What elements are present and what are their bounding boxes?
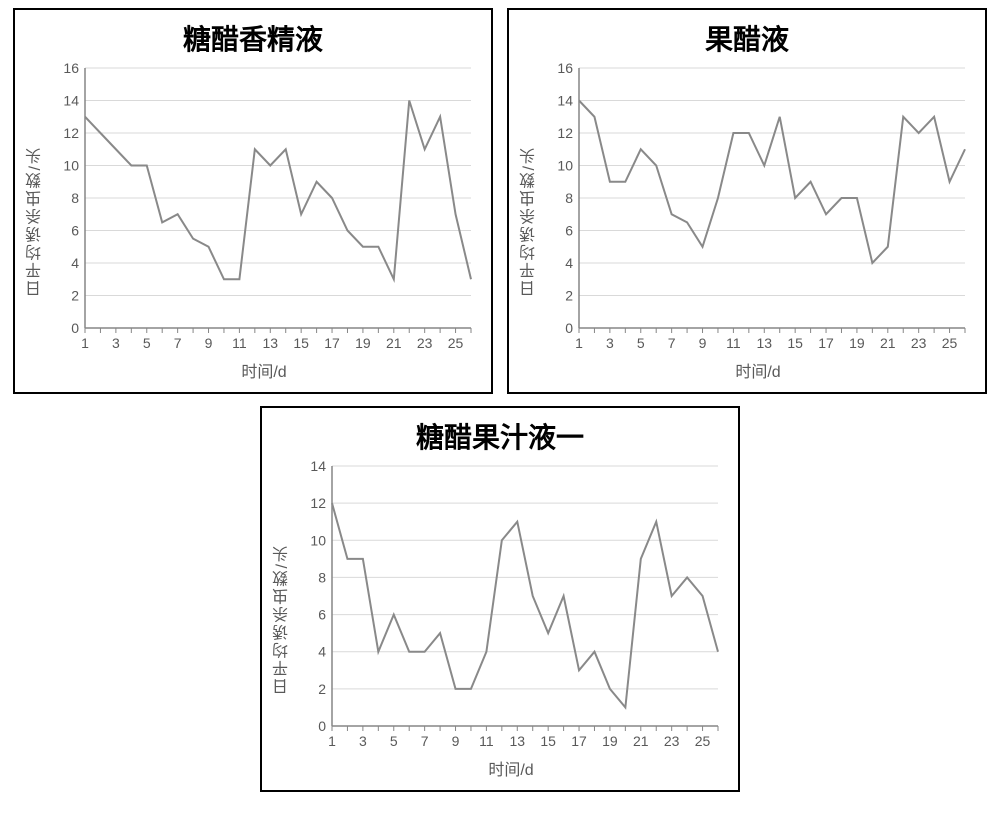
svg-text:25: 25 bbox=[942, 335, 958, 351]
svg-text:11: 11 bbox=[232, 335, 247, 351]
y-axis-label: 日平均诱杀虫数/头 bbox=[24, 146, 48, 296]
svg-text:12: 12 bbox=[557, 125, 573, 141]
chart-frame-c: 糖醋果汁液一 日平均诱杀虫数/头 02468101214135791113151… bbox=[260, 406, 740, 792]
svg-text:15: 15 bbox=[540, 733, 556, 749]
svg-text:2: 2 bbox=[565, 288, 573, 304]
svg-box: 02468101214135791113151719212325 bbox=[294, 458, 728, 752]
svg-text:1: 1 bbox=[575, 335, 583, 351]
svg-text:13: 13 bbox=[756, 335, 772, 351]
svg-text:2: 2 bbox=[318, 681, 326, 697]
svg-text:19: 19 bbox=[355, 335, 371, 351]
svg-text:12: 12 bbox=[63, 125, 79, 141]
svg-text:3: 3 bbox=[606, 335, 614, 351]
svg-text:21: 21 bbox=[880, 335, 896, 351]
svg-text:14: 14 bbox=[310, 458, 326, 474]
svg-text:14: 14 bbox=[63, 93, 79, 109]
svg-text:5: 5 bbox=[390, 733, 398, 749]
svg-text:23: 23 bbox=[417, 335, 433, 351]
svg-text:3: 3 bbox=[359, 733, 367, 749]
svg-text:16: 16 bbox=[63, 60, 79, 76]
y-axis-label: 日平均诱杀虫数/头 bbox=[518, 146, 542, 296]
svg-text:15: 15 bbox=[787, 335, 803, 351]
ylabel-col: 日平均诱杀虫数/头 bbox=[272, 458, 294, 780]
bottom-row: 糖醋果汁液一 日平均诱杀虫数/头 02468101214135791113151… bbox=[0, 394, 1000, 792]
svg-text:1: 1 bbox=[81, 335, 89, 351]
svg-text:15: 15 bbox=[293, 335, 309, 351]
svg-text:0: 0 bbox=[318, 718, 326, 734]
chart-title: 果醋液 bbox=[705, 18, 789, 58]
svg-text:3: 3 bbox=[112, 335, 120, 351]
plot-col: 02468101214135791113151719212325 时间/d bbox=[294, 458, 728, 780]
svg-text:7: 7 bbox=[421, 733, 429, 749]
svg-text:1: 1 bbox=[328, 733, 336, 749]
chart-frame-a: 糖醋香精液 日平均诱杀虫数/头 024681012141613579111315… bbox=[13, 8, 493, 394]
svg-text:11: 11 bbox=[726, 335, 741, 351]
svg-text:12: 12 bbox=[310, 495, 326, 511]
plot-wrap: 日平均诱杀虫数/头 024681012141613579111315171921… bbox=[519, 60, 975, 382]
svg-text:10: 10 bbox=[63, 158, 79, 174]
svg-text:25: 25 bbox=[448, 335, 464, 351]
svg-text:9: 9 bbox=[205, 335, 213, 351]
svg-text:21: 21 bbox=[633, 733, 649, 749]
svg-text:13: 13 bbox=[262, 335, 278, 351]
ylabel-col: 日平均诱杀虫数/头 bbox=[519, 60, 541, 382]
svg-box: 0246810121416135791113151719212325 bbox=[541, 60, 975, 354]
plot-wrap: 日平均诱杀虫数/头 024681012141357911131517192123… bbox=[272, 458, 728, 780]
svg-text:4: 4 bbox=[565, 255, 573, 271]
svg-text:13: 13 bbox=[509, 733, 525, 749]
svg-box: 0246810121416135791113151719212325 bbox=[47, 60, 481, 354]
x-axis-label: 时间/d bbox=[47, 358, 481, 382]
svg-text:11: 11 bbox=[479, 733, 494, 749]
svg-text:0: 0 bbox=[565, 320, 573, 336]
chart-title: 糖醋香精液 bbox=[183, 18, 323, 58]
svg-text:4: 4 bbox=[71, 255, 79, 271]
chart-frame-b: 果醋液 日平均诱杀虫数/头 02468101214161357911131517… bbox=[507, 8, 987, 394]
x-axis-label: 时间/d bbox=[294, 756, 728, 780]
y-axis-label: 日平均诱杀虫数/头 bbox=[271, 544, 295, 694]
svg-text:6: 6 bbox=[565, 223, 573, 239]
svg-text:9: 9 bbox=[452, 733, 460, 749]
ylabel-col: 日平均诱杀虫数/头 bbox=[25, 60, 47, 382]
svg-text:17: 17 bbox=[571, 733, 587, 749]
svg-text:6: 6 bbox=[71, 223, 79, 239]
svg-text:16: 16 bbox=[557, 60, 573, 76]
svg-text:23: 23 bbox=[911, 335, 927, 351]
plot-svg: 0246810121416135791113151719212325 bbox=[47, 60, 481, 354]
svg-text:8: 8 bbox=[71, 190, 79, 206]
plot-wrap: 日平均诱杀虫数/头 024681012141613579111315171921… bbox=[25, 60, 481, 382]
svg-text:7: 7 bbox=[174, 335, 182, 351]
svg-text:9: 9 bbox=[699, 335, 707, 351]
svg-text:8: 8 bbox=[565, 190, 573, 206]
svg-text:21: 21 bbox=[386, 335, 402, 351]
x-axis-label: 时间/d bbox=[541, 358, 975, 382]
svg-text:19: 19 bbox=[849, 335, 865, 351]
svg-text:5: 5 bbox=[637, 335, 645, 351]
svg-text:17: 17 bbox=[818, 335, 834, 351]
svg-text:17: 17 bbox=[324, 335, 340, 351]
svg-text:25: 25 bbox=[695, 733, 711, 749]
svg-text:5: 5 bbox=[143, 335, 151, 351]
svg-text:7: 7 bbox=[668, 335, 676, 351]
svg-text:14: 14 bbox=[557, 93, 573, 109]
plot-svg: 02468101214135791113151719212325 bbox=[294, 458, 728, 752]
svg-text:23: 23 bbox=[664, 733, 680, 749]
svg-text:19: 19 bbox=[602, 733, 618, 749]
svg-text:8: 8 bbox=[318, 569, 326, 585]
svg-text:10: 10 bbox=[310, 532, 326, 548]
chart-title: 糖醋果汁液一 bbox=[416, 416, 584, 456]
plot-svg: 0246810121416135791113151719212325 bbox=[541, 60, 975, 354]
svg-text:6: 6 bbox=[318, 607, 326, 623]
top-row: 糖醋香精液 日平均诱杀虫数/头 024681012141613579111315… bbox=[0, 0, 1000, 394]
svg-text:0: 0 bbox=[71, 320, 79, 336]
plot-col: 0246810121416135791113151719212325 时间/d bbox=[541, 60, 975, 382]
plot-col: 0246810121416135791113151719212325 时间/d bbox=[47, 60, 481, 382]
svg-text:2: 2 bbox=[71, 288, 79, 304]
svg-text:4: 4 bbox=[318, 644, 326, 660]
svg-text:10: 10 bbox=[557, 158, 573, 174]
